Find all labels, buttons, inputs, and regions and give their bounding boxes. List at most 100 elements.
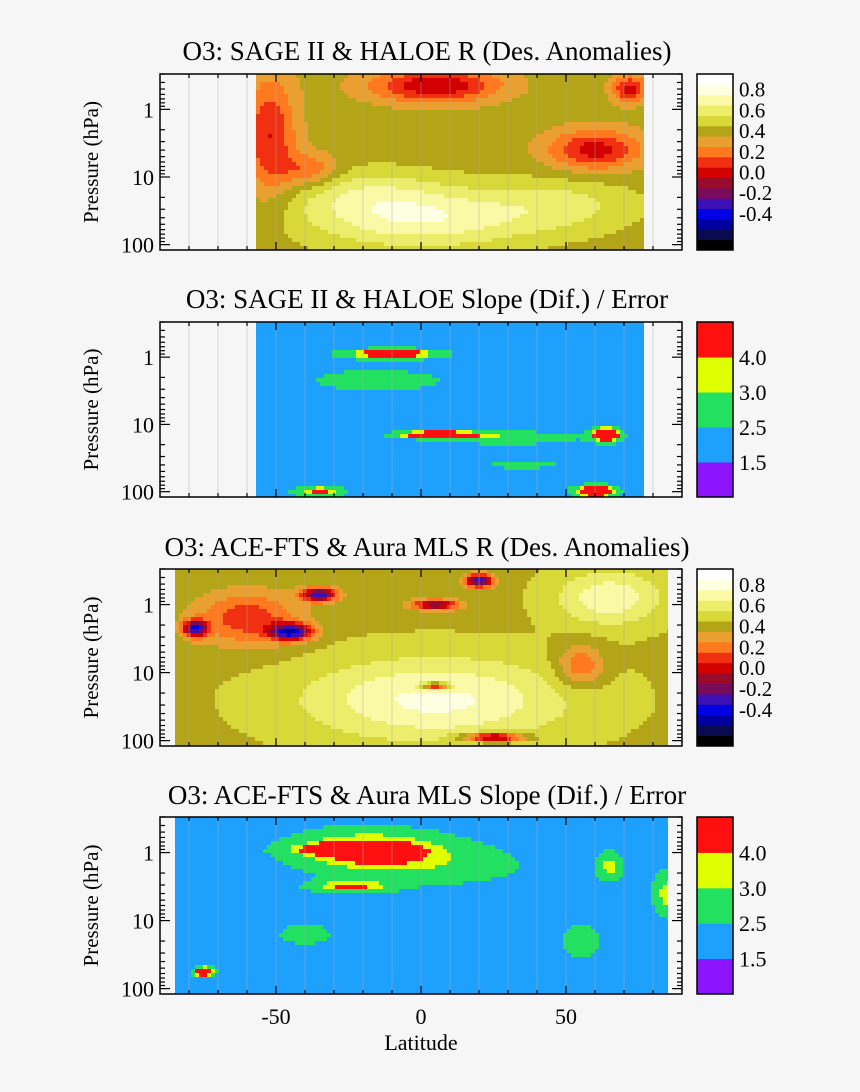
heatmap-cell: [456, 246, 460, 250]
heatmap-cell: [264, 358, 268, 362]
heatmap-cell: [480, 198, 484, 202]
heatmap-cell: [444, 78, 448, 82]
heatmap-cell: [376, 162, 380, 166]
heatmap-cell: [556, 130, 560, 134]
heatmap-cell: [296, 462, 300, 466]
heatmap-cell: [628, 226, 632, 230]
heatmap-cell: [524, 102, 528, 106]
heatmap-cell: [572, 142, 576, 146]
heatmap-cell: [620, 186, 624, 190]
heatmap-cell: [384, 222, 388, 226]
heatmap-cell: [452, 222, 456, 226]
heatmap-cell: [520, 190, 524, 194]
heatmap-cell: [312, 122, 316, 126]
heatmap-cell: [268, 150, 272, 154]
heatmap-cell: [360, 82, 364, 86]
heatmap-cell: [408, 214, 412, 218]
heatmap-cell: [276, 182, 280, 186]
heatmap-cell: [304, 166, 308, 170]
heatmap-cell: [544, 90, 548, 94]
heatmap-cell: [304, 390, 308, 394]
heatmap-cell: [420, 198, 424, 202]
heatmap-cell: [540, 174, 544, 178]
heatmap-cell: [376, 166, 380, 170]
heatmap-cell: [276, 154, 280, 158]
heatmap-cell: [596, 242, 600, 246]
heatmap-cell: [352, 154, 356, 158]
heatmap-cell: [548, 154, 552, 158]
heatmap-cell: [448, 138, 452, 142]
heatmap-cell: [268, 182, 272, 186]
heatmap-cell: [620, 178, 624, 182]
heatmap-cell: [340, 206, 344, 210]
heatmap-cell: [628, 182, 632, 186]
heatmap-cell: [416, 230, 420, 234]
heatmap-cell: [288, 174, 292, 178]
heatmap-cell: [616, 98, 620, 102]
heatmap-cell: [492, 238, 496, 242]
heatmap-cell: [512, 130, 516, 134]
heatmap-cell: [304, 126, 308, 130]
heatmap-cell: [476, 138, 480, 142]
heatmap-cell: [376, 222, 380, 226]
heatmap-cell: [460, 170, 464, 174]
heatmap-cell: [620, 190, 624, 194]
heatmap-cell: [548, 222, 552, 226]
heatmap-cell: [632, 166, 636, 170]
heatmap-cell: [412, 234, 416, 238]
heatmap-cell: [440, 130, 444, 134]
heatmap-cell: [564, 206, 568, 210]
heatmap-cell: [332, 130, 336, 134]
heatmap-cell: [476, 126, 480, 130]
heatmap-cell: [640, 246, 644, 250]
heatmap-cell: [536, 146, 540, 150]
heatmap-cell: [492, 226, 496, 230]
heatmap-cell: [608, 190, 612, 194]
heatmap-cell: [336, 158, 340, 162]
heatmap-cell: [272, 146, 276, 150]
heatmap-cell: [624, 94, 628, 98]
heatmap-cell: [448, 234, 452, 238]
heatmap-cell: [508, 230, 512, 234]
heatmap-cell: [296, 94, 300, 98]
heatmap-cell: [544, 190, 548, 194]
heatmap-cell: [288, 98, 292, 102]
heatmap-cell: [288, 146, 292, 150]
heatmap-cell: [372, 178, 376, 182]
heatmap-cell: [280, 134, 284, 138]
heatmap-cell: [272, 350, 276, 354]
heatmap-cell: [360, 242, 364, 246]
heatmap-cell: [432, 198, 436, 202]
heatmap-cell: [432, 142, 436, 146]
heatmap-cell: [404, 234, 408, 238]
heatmap-cell: [460, 210, 464, 214]
heatmap-cell: [456, 182, 460, 186]
heatmap-cell: [388, 234, 392, 238]
heatmap-cell: [492, 234, 496, 238]
heatmap-cell: [640, 90, 644, 94]
heatmap-cell: [440, 158, 444, 162]
heatmap-cell: [372, 214, 376, 218]
heatmap-cell: [268, 114, 272, 118]
heatmap-cell: [624, 182, 628, 186]
heatmap-cell: [620, 126, 624, 130]
heatmap-cell: [268, 174, 272, 178]
heatmap-cell: [436, 130, 440, 134]
heatmap-cell: [268, 242, 272, 246]
heatmap-cell: [528, 178, 532, 182]
heatmap-cell: [368, 90, 372, 94]
heatmap-cell: [296, 334, 300, 338]
heatmap-cell: [416, 226, 420, 230]
heatmap-cell: [360, 222, 364, 226]
heatmap-cell: [560, 150, 564, 154]
heatmap-cell: [484, 154, 488, 158]
heatmap-cell: [500, 170, 504, 174]
heatmap-cell: [640, 86, 644, 90]
heatmap-cell: [296, 330, 300, 334]
heatmap-cell: [480, 74, 484, 78]
heatmap-cell: [464, 82, 468, 86]
heatmap-cell: [564, 106, 568, 110]
heatmap-cell: [424, 226, 428, 230]
heatmap-cell: [308, 86, 312, 90]
heatmap-cell: [580, 86, 584, 90]
